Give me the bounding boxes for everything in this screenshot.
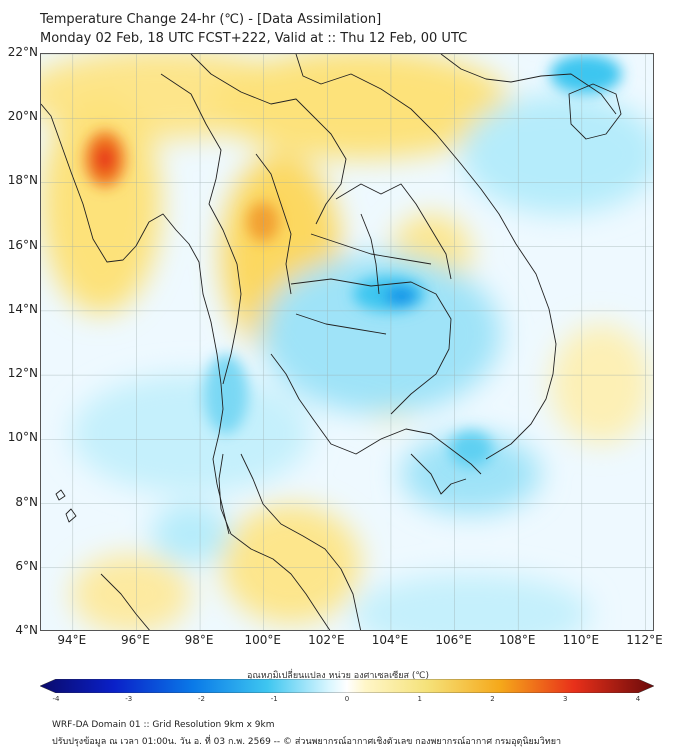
lon-label: 102°E <box>308 633 345 647</box>
lat-label: 20°N <box>7 109 38 124</box>
lat-label: 16°N <box>7 237 38 252</box>
model-info: WRF-DA Domain 01 :: Grid Resolution 9km … <box>52 720 275 730</box>
colorbar-tick-label: 1 <box>417 695 422 703</box>
colorbar-tick-label: 3 <box>563 695 568 703</box>
coastlines-borders <box>41 54 622 630</box>
lon-label: 106°E <box>435 633 472 647</box>
lat-label: 10°N <box>7 430 38 445</box>
colorbar-tick-label: -1 <box>270 695 278 703</box>
temperature-map <box>40 53 654 631</box>
map-title: Temperature Change 24-hr (℃) - [Data Ass… <box>40 12 382 27</box>
colorbar-title: อุณหภูมิเปลี่ยนแปลง หน่วย องศาเซลเซียส (… <box>246 671 430 681</box>
colorbar-tick-label: 0 <box>344 695 350 703</box>
lon-label: 108°E <box>498 633 536 647</box>
lat-label: 8°N <box>15 494 38 509</box>
lat-label: 6°N <box>15 558 38 573</box>
map-subtitle: Monday 02 Feb, 18 UTC FCST+222, Valid at… <box>40 31 468 46</box>
lat-label: 4°N <box>15 623 38 637</box>
lon-label: 100°E <box>244 633 281 647</box>
colorbar-tick-label: -2 <box>198 695 205 703</box>
temperature-extremes <box>85 54 622 467</box>
lon-label: 94°E <box>57 633 87 647</box>
temperature-field <box>41 54 653 630</box>
lat-label: 18°N <box>7 173 38 188</box>
lat-label: 12°N <box>7 366 38 381</box>
lat-label: 14°N <box>7 301 38 316</box>
lon-label: 96°E <box>121 633 150 647</box>
lon-label: 98°E <box>184 633 214 647</box>
lon-label: 110°E <box>562 633 600 647</box>
lon-label: 112°E <box>626 633 663 647</box>
colorbar-tick-label: -4 <box>52 695 60 703</box>
lat-label: 22°N <box>7 45 38 59</box>
lon-label: 104°E <box>371 633 409 647</box>
colorbar-tick-label: 4 <box>635 695 641 703</box>
colorbar-tick-label: 2 <box>490 695 495 703</box>
colorbar <box>40 679 654 693</box>
credit-line: ปรับปรุงข้อมูล ณ เวลา 01:00น. วัน อ. ที่… <box>52 737 562 747</box>
colorbar-tick-label: -3 <box>125 695 133 703</box>
